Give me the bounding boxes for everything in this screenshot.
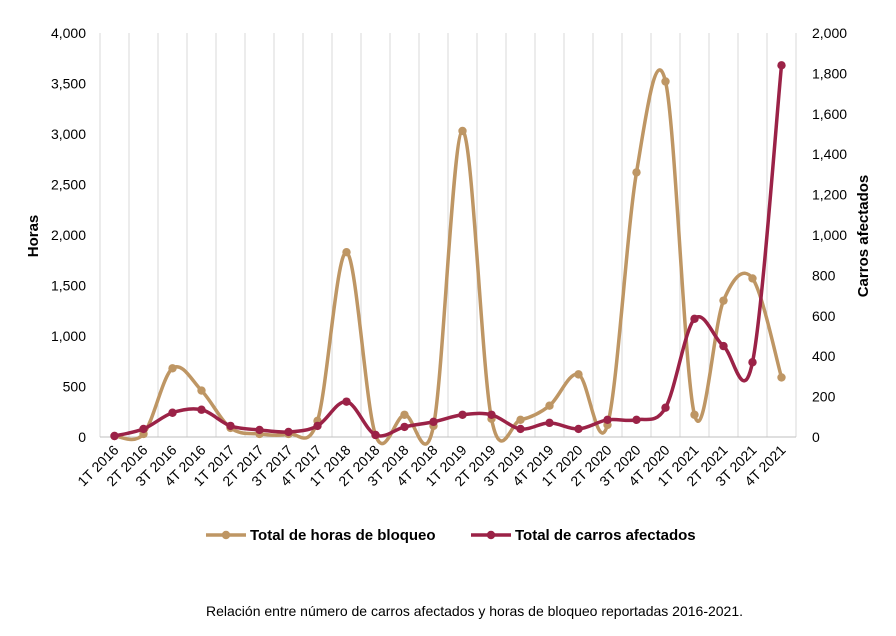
horas-series-point: [632, 168, 641, 177]
y-tick-label: 0: [78, 429, 86, 445]
y-tick-label: 1,000: [51, 328, 86, 344]
horas-series-point: [197, 386, 206, 395]
y-tick-label: 1,500: [51, 278, 86, 294]
y-tick-label: 3,500: [51, 76, 86, 92]
carros-series-point: [516, 424, 525, 434]
carros-series-point: [632, 415, 641, 425]
horas-series-point: [516, 415, 525, 425]
legend-swatch-marker: [486, 530, 496, 540]
carros-series-point: [661, 403, 670, 412]
y2-tick-label: 0: [812, 429, 820, 445]
right-y-tick-labels: 0 200 400 600 800 1,000 1,200 1,400 1,600 1,800 2,…: [812, 25, 847, 445]
horas-series-point: [719, 296, 728, 305]
y2-tick-label: 1,200: [812, 187, 847, 203]
carros-series-point: [777, 61, 786, 70]
y2-tick-label: 1,600: [812, 106, 847, 122]
y-tick-label: 500: [63, 379, 87, 395]
legend-label: Total de carros afectados: [515, 527, 696, 544]
y2-tick-label: 1,400: [812, 146, 847, 162]
carros-series-point: [690, 314, 699, 324]
carros-series-point: [487, 410, 496, 419]
y2-tick-label: 2,000: [812, 25, 847, 41]
carros-series-point: [139, 424, 148, 434]
carros-series-point: [226, 421, 235, 431]
horas-series-point: [690, 410, 699, 419]
dual-axis-line-chart: 05001,0001,5002,0002,5003,0003,5004,000 …: [25, 25, 872, 544]
y-tick-label: 4,000: [51, 25, 86, 41]
left-y-axis-title: Horas: [25, 215, 42, 258]
y-tick-label: 2,500: [51, 177, 86, 193]
carros-series-point: [574, 424, 583, 434]
carros-series-point: [429, 417, 438, 427]
carros-series-point: [545, 418, 554, 428]
horas-series-point: [545, 401, 554, 410]
carros-series-point: [371, 430, 380, 440]
carros-series: [110, 61, 786, 441]
horas-series-point: [574, 370, 583, 379]
y2-tick-label: 200: [812, 389, 836, 405]
y-tick-label: 3,000: [51, 126, 86, 142]
carros-series-point: [284, 427, 293, 437]
y2-tick-label: 1,800: [812, 65, 847, 81]
legend-label: Total de horas de bloqueo: [250, 527, 436, 544]
carros-series-point: [255, 425, 264, 435]
horas-series-point: [400, 410, 409, 419]
carros-series-point: [313, 421, 322, 431]
series-layer: [110, 61, 786, 446]
legend-item-horas: Total de horas de bloqueo: [206, 527, 436, 544]
legend-item-carros: Total de carros afectados: [471, 527, 696, 544]
legend: Total de horas de bloqueo Total de carros…: [206, 527, 696, 544]
y2-tick-label: 600: [812, 308, 836, 324]
carros-series-point: [603, 415, 612, 425]
figure-caption: Relación entre número de carros afectado…: [206, 603, 744, 619]
right-y-axis-title: Carros afectados: [855, 175, 872, 298]
horas-series-point: [661, 77, 670, 86]
carros-series-point: [110, 431, 119, 441]
y2-tick-label: 400: [812, 348, 836, 364]
y-tick-label: 2,000: [51, 227, 86, 243]
carros-series-point: [168, 408, 177, 417]
left-y-tick-labels: 0 500 1,000 1,500 2,000 2,500 3,000 3,500 4,000: [51, 25, 86, 445]
horas-series-point: [342, 247, 351, 257]
carros-series-point: [458, 410, 467, 419]
carros-series-point: [748, 358, 757, 367]
vertical-gridlines: [99, 33, 797, 437]
horas-series-point: [458, 126, 467, 136]
carros-series-point: [719, 341, 728, 351]
legend-swatch-marker: [221, 530, 231, 540]
horas-series-point: [168, 364, 177, 373]
y2-tick-label: 800: [812, 267, 836, 283]
carros-series-point: [342, 397, 351, 406]
carros-series-point: [400, 422, 409, 432]
y2-tick-label: 1,000: [812, 227, 847, 243]
horas-series-point: [777, 373, 786, 382]
horas-series-point: [748, 274, 757, 283]
carros-series-point: [197, 405, 206, 414]
